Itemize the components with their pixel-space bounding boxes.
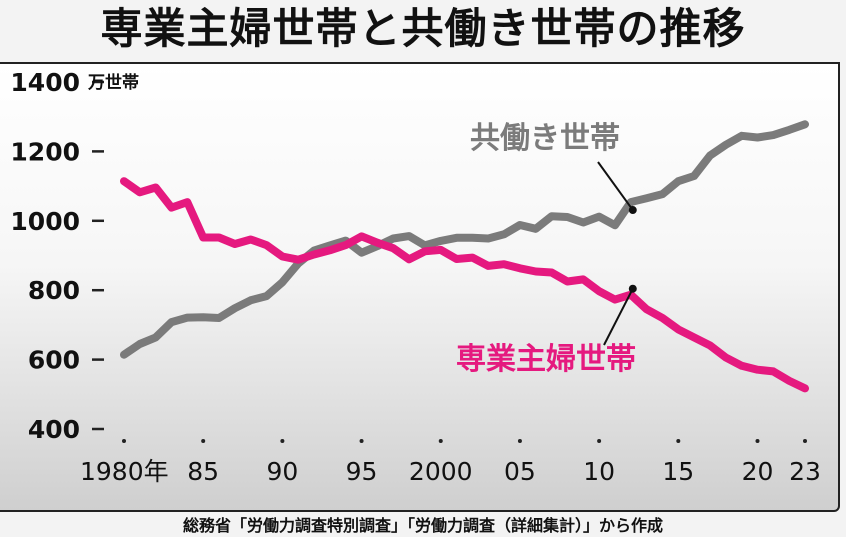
x-tick-mark: [803, 439, 807, 443]
series-label-0: 共働き世帯: [470, 121, 620, 156]
x-axis: 1980年 85 90 95 2000 05 10 15 20 23: [80, 439, 821, 486]
y-axis: 400 600 800 1000 1200 1400: [10, 68, 104, 444]
leader-line: [603, 288, 634, 346]
x-tick-mark: [517, 439, 522, 443]
y-axis-unit: 万世帯: [87, 72, 139, 93]
x-tick-mark: [676, 439, 681, 443]
x-tick-mark: [359, 439, 364, 443]
chart-title: 専業主婦世帯と共働き世帯の推移: [100, 4, 746, 53]
series-label-1: 専業主婦世帯: [456, 342, 636, 377]
x-tick-mark: [122, 439, 126, 443]
x-tick-label: 2000: [409, 457, 473, 486]
x-tick-label: 95: [346, 457, 378, 486]
x-tick-label: 05: [504, 457, 536, 486]
x-tick-label: 23: [789, 457, 821, 486]
x-tick-mark: [597, 439, 602, 443]
y-tick-label: 400: [28, 415, 80, 444]
x-tick-mark: [438, 439, 443, 443]
y-tick-label: 1000: [10, 207, 80, 236]
source-note: 総務省「労働力調査特別調査」「労働力調査（詳細集計）」から作成: [182, 516, 663, 535]
leader-dot: [628, 284, 637, 293]
x-tick-label: 20: [742, 457, 774, 486]
leader-line: [597, 161, 634, 211]
chart-panel: [0, 62, 840, 512]
x-tick-label: 10: [583, 457, 615, 486]
y-tick-label: 1400: [10, 68, 80, 97]
x-tick-mark: [755, 439, 760, 443]
x-tick-mark: [280, 439, 285, 443]
x-tick-mark: [201, 439, 206, 443]
leader-dot: [628, 206, 637, 215]
series-line-0: [120, 120, 809, 359]
x-tick-label: 85: [187, 457, 219, 486]
y-tick-label: 800: [28, 276, 80, 305]
x-tick-label: 1980年: [80, 457, 169, 486]
series-line-1: [120, 177, 809, 393]
y-tick-label: 1200: [10, 137, 80, 166]
y-tick-label: 600: [28, 346, 80, 375]
x-tick-label: 90: [266, 457, 298, 486]
x-tick-label: 15: [662, 457, 694, 486]
series-lines: [120, 120, 809, 393]
